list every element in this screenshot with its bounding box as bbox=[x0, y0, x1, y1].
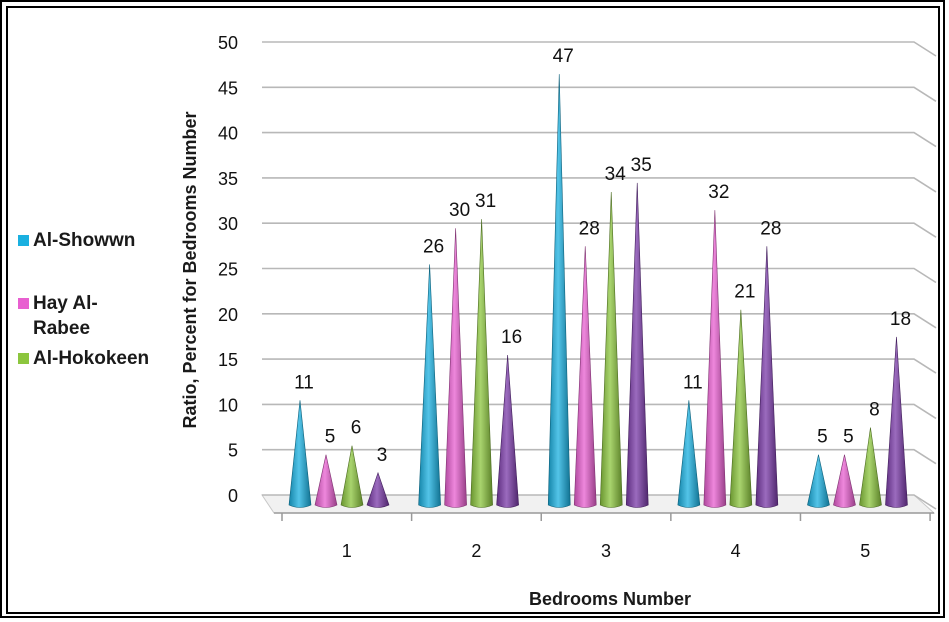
data-label: 5 bbox=[843, 427, 854, 448]
y-tick-label: 35 bbox=[218, 169, 238, 189]
x-tick-label: 5 bbox=[860, 541, 870, 561]
gridline bbox=[262, 358, 937, 374]
data-label: 16 bbox=[501, 327, 522, 348]
data-label: 5 bbox=[817, 427, 828, 448]
gridline bbox=[262, 403, 937, 420]
cone-mark bbox=[807, 454, 830, 508]
legend-entry: Al-Showwn bbox=[18, 228, 173, 253]
data-label: 28 bbox=[760, 218, 781, 239]
cone-mark bbox=[288, 400, 312, 508]
data-label: 32 bbox=[708, 182, 729, 203]
cone-mark bbox=[366, 471, 390, 508]
data-label: 47 bbox=[553, 46, 574, 67]
cone-mark bbox=[755, 246, 779, 508]
gridline bbox=[262, 131, 937, 148]
x-tick-label: 4 bbox=[731, 541, 741, 561]
gridline bbox=[262, 448, 937, 465]
cone-mark bbox=[677, 400, 701, 508]
inner-frame bbox=[6, 6, 940, 614]
cone-mark bbox=[703, 210, 727, 508]
cone-mark bbox=[625, 182, 649, 508]
gridline bbox=[262, 86, 937, 102]
gridline bbox=[262, 267, 937, 284]
x-tick-label: 2 bbox=[471, 541, 481, 561]
y-tick-label: 5 bbox=[228, 441, 238, 461]
legend-entry: Hay Al-Rabee bbox=[18, 291, 103, 341]
cone-mark bbox=[885, 336, 908, 508]
gridline bbox=[262, 313, 937, 329]
gridline bbox=[262, 41, 937, 57]
data-label: 30 bbox=[449, 200, 470, 221]
y-tick-label: 15 bbox=[218, 350, 238, 370]
cone-mark bbox=[314, 454, 338, 508]
data-label: 5 bbox=[325, 427, 336, 448]
data-label: 3 bbox=[377, 445, 388, 466]
gridline bbox=[262, 177, 937, 193]
y-tick-label: 50 bbox=[218, 33, 238, 53]
data-label: 6 bbox=[351, 418, 362, 439]
y-tick-label: 40 bbox=[218, 124, 238, 144]
gridlines bbox=[262, 41, 937, 510]
cone-mark bbox=[859, 427, 882, 508]
legend-label: Al-Hokokeen bbox=[33, 348, 150, 369]
data-label: 26 bbox=[423, 236, 444, 257]
data-label: 18 bbox=[890, 309, 911, 330]
y-tick-labels: 0 5 10 15 20 25 30 35 40 45 50 bbox=[218, 33, 238, 506]
y-tick-label: 45 bbox=[218, 78, 238, 98]
legend-swatch bbox=[18, 298, 29, 309]
cones bbox=[288, 74, 908, 508]
data-label: 8 bbox=[869, 400, 880, 421]
cone-mark bbox=[833, 454, 856, 508]
legend-swatch bbox=[18, 353, 29, 364]
legend-swatch bbox=[18, 235, 29, 246]
legend-entry: Al-Hokokeen bbox=[18, 346, 173, 371]
x-axis-label: Bedrooms Number bbox=[529, 589, 691, 609]
y-tick-label: 10 bbox=[218, 395, 238, 415]
x-tick-labels: 1 2 3 4 5 bbox=[274, 512, 934, 561]
data-label: 21 bbox=[734, 282, 755, 303]
cone-mark bbox=[444, 228, 467, 508]
data-label: 31 bbox=[475, 191, 496, 212]
cone-mark bbox=[547, 74, 571, 508]
cone-mark bbox=[340, 445, 364, 508]
x-tick-label: 3 bbox=[601, 541, 611, 561]
legend-label: Al-Showwn bbox=[33, 230, 136, 251]
x-tick-label: 1 bbox=[342, 541, 352, 561]
y-tick-label: 25 bbox=[218, 260, 238, 280]
y-axis-label: Ratio, Percent for Bedrooms Number bbox=[180, 111, 200, 428]
data-label: 11 bbox=[683, 372, 703, 393]
cone-mark bbox=[599, 191, 623, 508]
cone-mark bbox=[573, 246, 597, 508]
data-label: 34 bbox=[605, 164, 627, 185]
y-tick-label: 30 bbox=[218, 214, 238, 234]
y-tick-label: 20 bbox=[218, 305, 238, 325]
data-label: 28 bbox=[579, 218, 600, 239]
data-label: 11 bbox=[294, 372, 314, 393]
legend-label: Hay Al-Rabee bbox=[33, 293, 98, 339]
gridline bbox=[262, 222, 937, 238]
y-tick-label: 0 bbox=[228, 486, 238, 506]
data-label: 35 bbox=[631, 155, 652, 176]
cone-mark bbox=[418, 264, 441, 508]
cone-mark bbox=[729, 309, 753, 508]
cone-mark bbox=[496, 355, 519, 508]
cone-mark bbox=[470, 219, 493, 508]
